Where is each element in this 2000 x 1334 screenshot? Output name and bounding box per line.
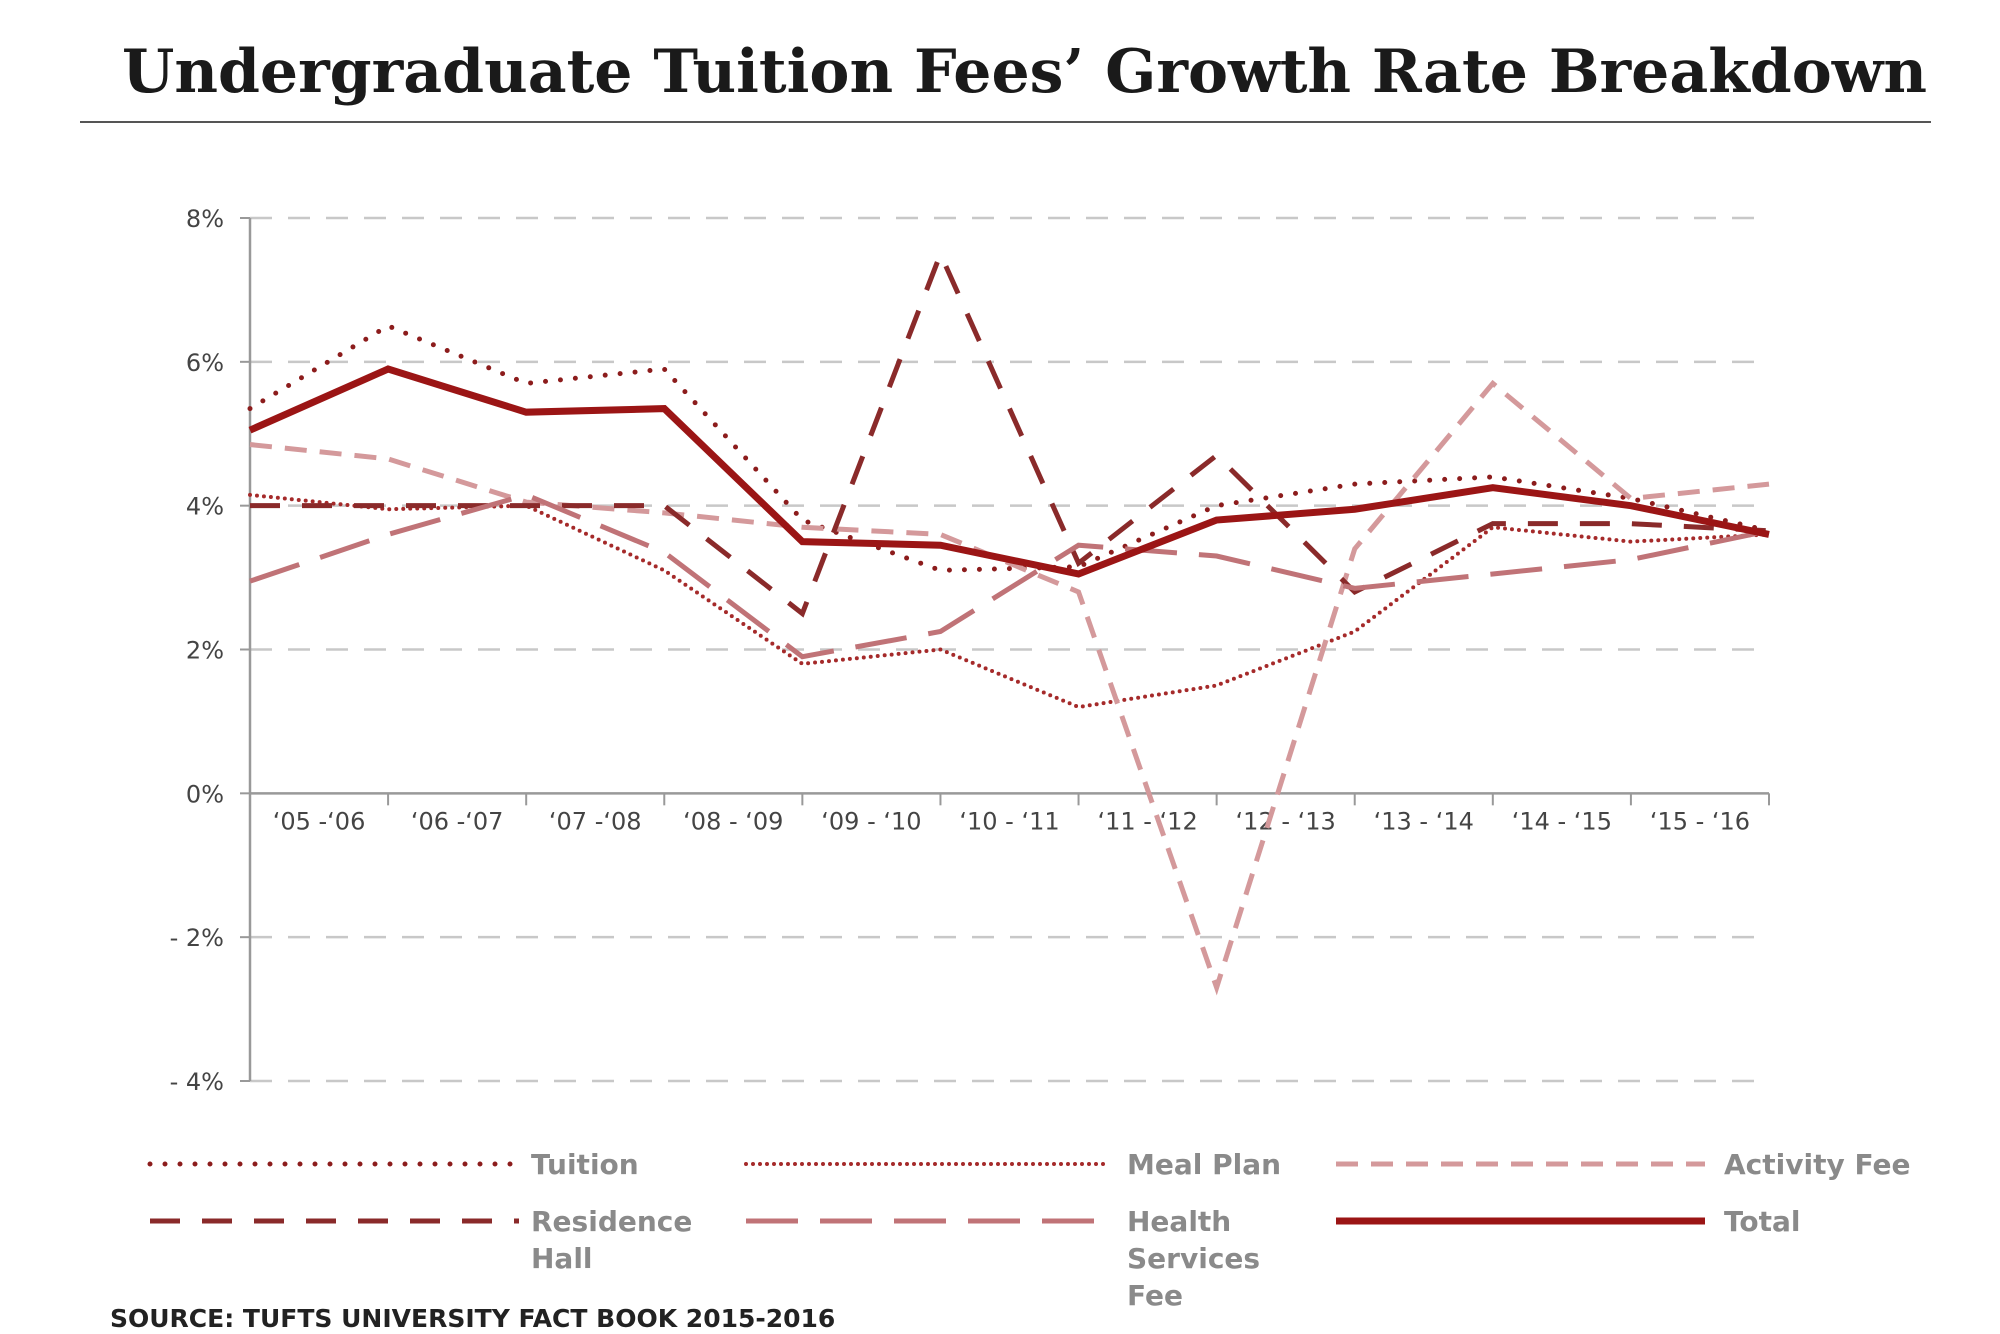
legend-label: Meal Plan [1127, 1148, 1281, 1181]
source-note: SOURCE: TUFTS UNIVERSITY FACT BOOK 2015-… [110, 1304, 835, 1333]
x-tick-label: ‘08 - ‘09 [683, 807, 783, 835]
series-health-services-fee [249, 492, 1770, 660]
y-tick-label: 8% [186, 205, 224, 233]
x-tick-label: ‘13 - ‘14 [1374, 807, 1474, 835]
y-tick-label: - 2% [170, 924, 224, 952]
legend-label: Tuition [531, 1148, 639, 1181]
legend-label: Health [1127, 1205, 1231, 1238]
legend-label: Residence [531, 1205, 692, 1238]
x-tick-label: ‘05 -‘06 [273, 807, 366, 835]
series-meal-plan [248, 492, 1771, 710]
x-tick-label: ‘06 -‘07 [411, 807, 504, 835]
chart-title: Undergraduate Tuition Fees’ Growth Rate … [122, 37, 1927, 107]
x-tick-label: ‘12 - ‘13 [1236, 807, 1336, 835]
legend-label: Total [1724, 1205, 1801, 1238]
series-total [248, 365, 1770, 578]
y-tick-label: - 4% [170, 1068, 224, 1096]
legend-item-health-services-fee: Health Services Fee [746, 1205, 1260, 1312]
y-tick-label: 4% [186, 493, 224, 521]
y-tick-label: 2% [186, 637, 224, 665]
x-tick-label: ‘11 - ‘12 [1097, 807, 1197, 835]
series-line-residence-hall [250, 247, 1770, 618]
legend-item-meal-plan: Meal Plan [744, 1148, 1281, 1181]
x-tick-label: ‘09 - ‘10 [821, 807, 921, 835]
legend-label: Hall [531, 1242, 593, 1275]
legend-label: Activity Fee [1724, 1148, 1910, 1181]
series-line-activity-fee [249, 379, 1770, 996]
series-activity-fee [249, 379, 1770, 996]
series-line-total [248, 365, 1770, 578]
x-tick-label: ‘07 -‘08 [549, 807, 642, 835]
y-tick-label: 6% [186, 349, 224, 377]
x-tick-label: ‘15 - ‘16 [1650, 807, 1750, 835]
x-tick-label: ‘14 - ‘15 [1512, 807, 1612, 835]
legend-label: Fee [1127, 1279, 1183, 1312]
legend-item-residence-hall: Residence Hall [150, 1205, 692, 1275]
legend-item-tuition: Tuition [147, 1148, 639, 1181]
legend-item-activity-fee: Activity Fee [1336, 1148, 1910, 1181]
legend-item-total: Total [1336, 1205, 1801, 1238]
series-line-health-services-fee [249, 492, 1770, 660]
series-line-meal-plan [248, 492, 1771, 710]
y-tick-label: 0% [186, 780, 224, 808]
series-tuition [247, 323, 1772, 573]
series-line-tuition [247, 323, 1772, 573]
x-tick-label: ‘10 - ‘11 [959, 807, 1059, 835]
legend-label: Services [1127, 1242, 1260, 1275]
